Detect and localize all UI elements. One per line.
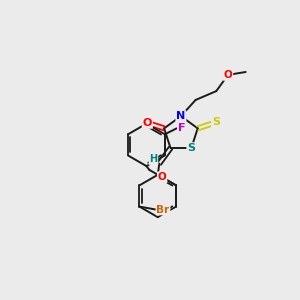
Text: H: H xyxy=(149,154,158,164)
Text: Br: Br xyxy=(156,205,170,214)
Text: N: N xyxy=(176,111,185,121)
Text: S: S xyxy=(212,117,220,128)
Text: O: O xyxy=(224,70,233,80)
Text: S: S xyxy=(187,143,195,153)
Text: O: O xyxy=(158,172,167,182)
Text: O: O xyxy=(142,118,152,128)
Text: F: F xyxy=(178,123,186,134)
